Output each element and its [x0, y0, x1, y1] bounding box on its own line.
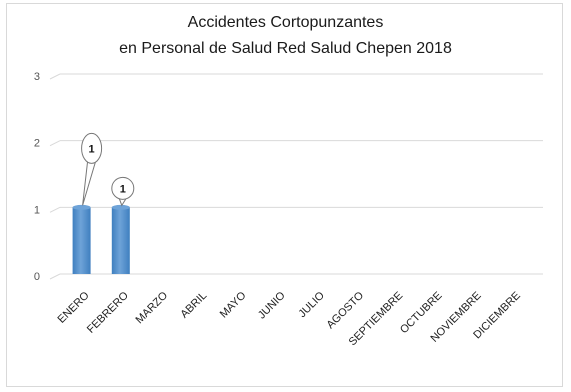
data-label: 1 — [120, 183, 126, 195]
data-callout-bubble — [111, 176, 135, 200]
gridline-stub — [49, 206, 61, 213]
x-category-label: ENERO — [56, 289, 92, 325]
gridline-stub — [49, 273, 61, 280]
bar-top-enero — [72, 204, 91, 210]
x-category-label: MAYO — [218, 289, 249, 320]
y-tick-label: 2 — [34, 138, 40, 150]
y-tick-label: 1 — [34, 204, 40, 216]
x-category-label: FEBRERO — [85, 289, 131, 335]
x-category-label: ABRIL — [178, 290, 209, 321]
bar-enero — [72, 207, 91, 274]
y-axis-ticks: 0 1 2 3 — [34, 71, 40, 283]
chart-title: Accidentes Cortopunzantes — [187, 14, 384, 31]
x-category-label: JUNIO — [256, 289, 288, 321]
x-category-label: MARZO — [134, 289, 171, 326]
gridline-stub — [49, 140, 61, 147]
x-category-label: JULIO — [296, 289, 327, 320]
y-tick-label: 0 — [34, 271, 40, 283]
data-callout-bubble — [81, 132, 103, 164]
y-tick-label: 3 — [34, 71, 40, 83]
gridlines — [49, 73, 543, 280]
data-label: 1 — [89, 143, 95, 155]
bar-febrero — [111, 207, 130, 274]
bar-top-febrero — [111, 204, 130, 210]
bars — [72, 204, 130, 274]
chart-frame — [6, 3, 563, 387]
data-labels: 11 — [81, 132, 135, 207]
chart-subtitle: en Personal de Salud Red Salud Chepen 20… — [119, 40, 452, 57]
data-callout-pointer — [82, 160, 97, 206]
gridline-stub — [49, 73, 61, 80]
